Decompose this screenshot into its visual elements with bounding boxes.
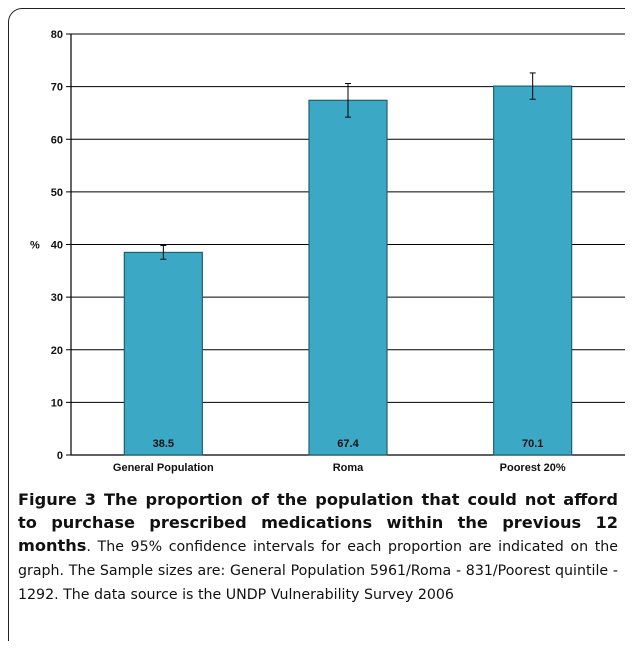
y-tick-label: 10 xyxy=(51,397,63,409)
figure-caption: Figure 3 The proportion of the populatio… xyxy=(18,488,618,606)
category-label: Roma xyxy=(333,462,364,474)
bar-value-label: 67.4 xyxy=(337,438,359,450)
y-tick-label: 70 xyxy=(51,82,63,94)
bars xyxy=(123,85,573,456)
caption-paragraph: Figure 3 The proportion of the populatio… xyxy=(18,488,618,606)
y-tick-label: 50 xyxy=(51,187,63,199)
y-tick-label: 20 xyxy=(51,345,63,357)
data-labels: 38.5 67.4 70.1 xyxy=(153,438,544,450)
category-label: Poorest 20% xyxy=(500,462,566,474)
category-labels: General Population Roma Poorest 20% xyxy=(113,462,566,474)
y-tick-label: 0 xyxy=(57,450,63,462)
bar xyxy=(308,99,388,456)
error-bars xyxy=(160,72,536,260)
y-tick-label: 30 xyxy=(51,292,63,304)
y-tick-label: 40 xyxy=(51,240,63,252)
bar-value-label: 70.1 xyxy=(522,438,543,450)
figure-frame xyxy=(8,8,625,641)
caption-title: Figure 3 The proportion of the populatio… xyxy=(18,490,618,555)
y-tick-label: 60 xyxy=(51,134,63,146)
bar xyxy=(493,85,573,456)
category-label: General Population xyxy=(113,462,214,474)
bar-value-label: 38.5 xyxy=(153,438,174,450)
caption-text: . The 95% confidence intervals for each … xyxy=(18,539,618,603)
bar xyxy=(123,251,203,456)
y-tick-label: 80 xyxy=(51,29,63,41)
y-axis-ticks: 0 10 20 30 40 50 60 70 80 xyxy=(51,29,71,462)
y-axis-label: % xyxy=(30,240,40,252)
bar-chart: 0 10 20 30 40 50 60 70 80 38.5 67.4 70.1 General P… xyxy=(30,29,625,474)
